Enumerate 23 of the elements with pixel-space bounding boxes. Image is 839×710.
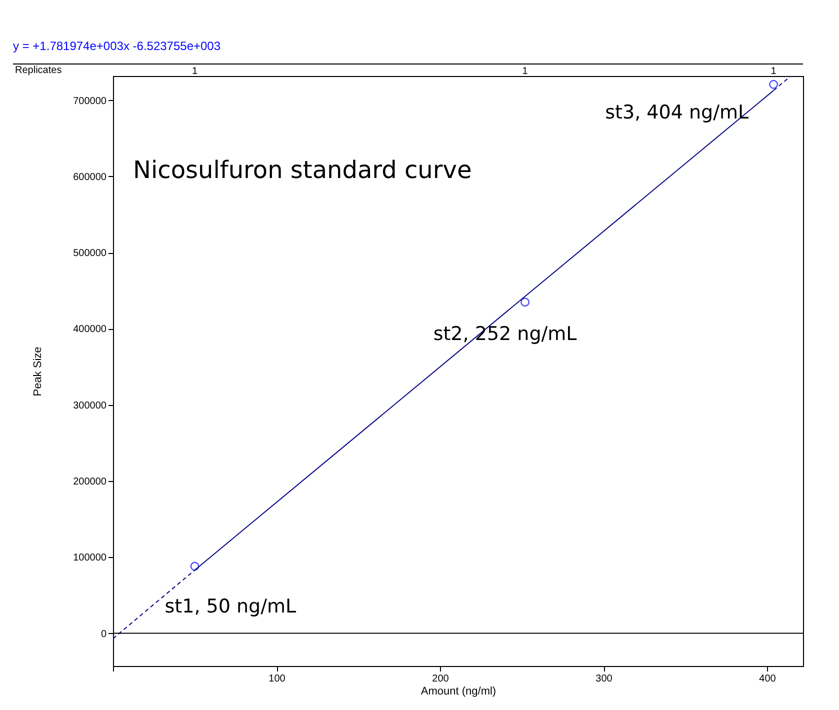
x-tick-label: 400 bbox=[759, 674, 776, 684]
annotation: st1, 50 ng/mL bbox=[164, 595, 296, 618]
annotation: Nicosulfuron standard curve bbox=[133, 156, 472, 184]
annotation: 1 bbox=[192, 66, 198, 77]
y-axis-title: Peak Size bbox=[32, 346, 44, 396]
annotation: st3, 404 ng/mL bbox=[605, 101, 749, 124]
y-tick-label: 200000 bbox=[73, 476, 107, 488]
y-tick-label: 700000 bbox=[73, 96, 107, 107]
text: Replicates bbox=[15, 65, 62, 76]
y-tick-label: 600000 bbox=[73, 172, 107, 183]
text: y = +1.781974e+003x -6.523755e+003 bbox=[13, 39, 221, 53]
y-tick-label: 400000 bbox=[73, 324, 107, 336]
y-tick-label: 300000 bbox=[73, 400, 107, 412]
y-tick-label: 0 bbox=[100, 628, 107, 640]
x-tick-label: 300 bbox=[596, 674, 613, 684]
y-tick-label: 500000 bbox=[73, 248, 107, 260]
annotation: 1 bbox=[522, 66, 528, 77]
x-tick-label: 100 bbox=[268, 674, 286, 684]
annotation: 1 bbox=[770, 66, 777, 77]
x-axis-title: Amount (ng/ml) bbox=[420, 686, 496, 698]
x-tick-label: 200 bbox=[432, 674, 450, 684]
annotation: st2, 252 ng/mL bbox=[433, 323, 578, 346]
y-tick-label: 100000 bbox=[73, 552, 107, 564]
